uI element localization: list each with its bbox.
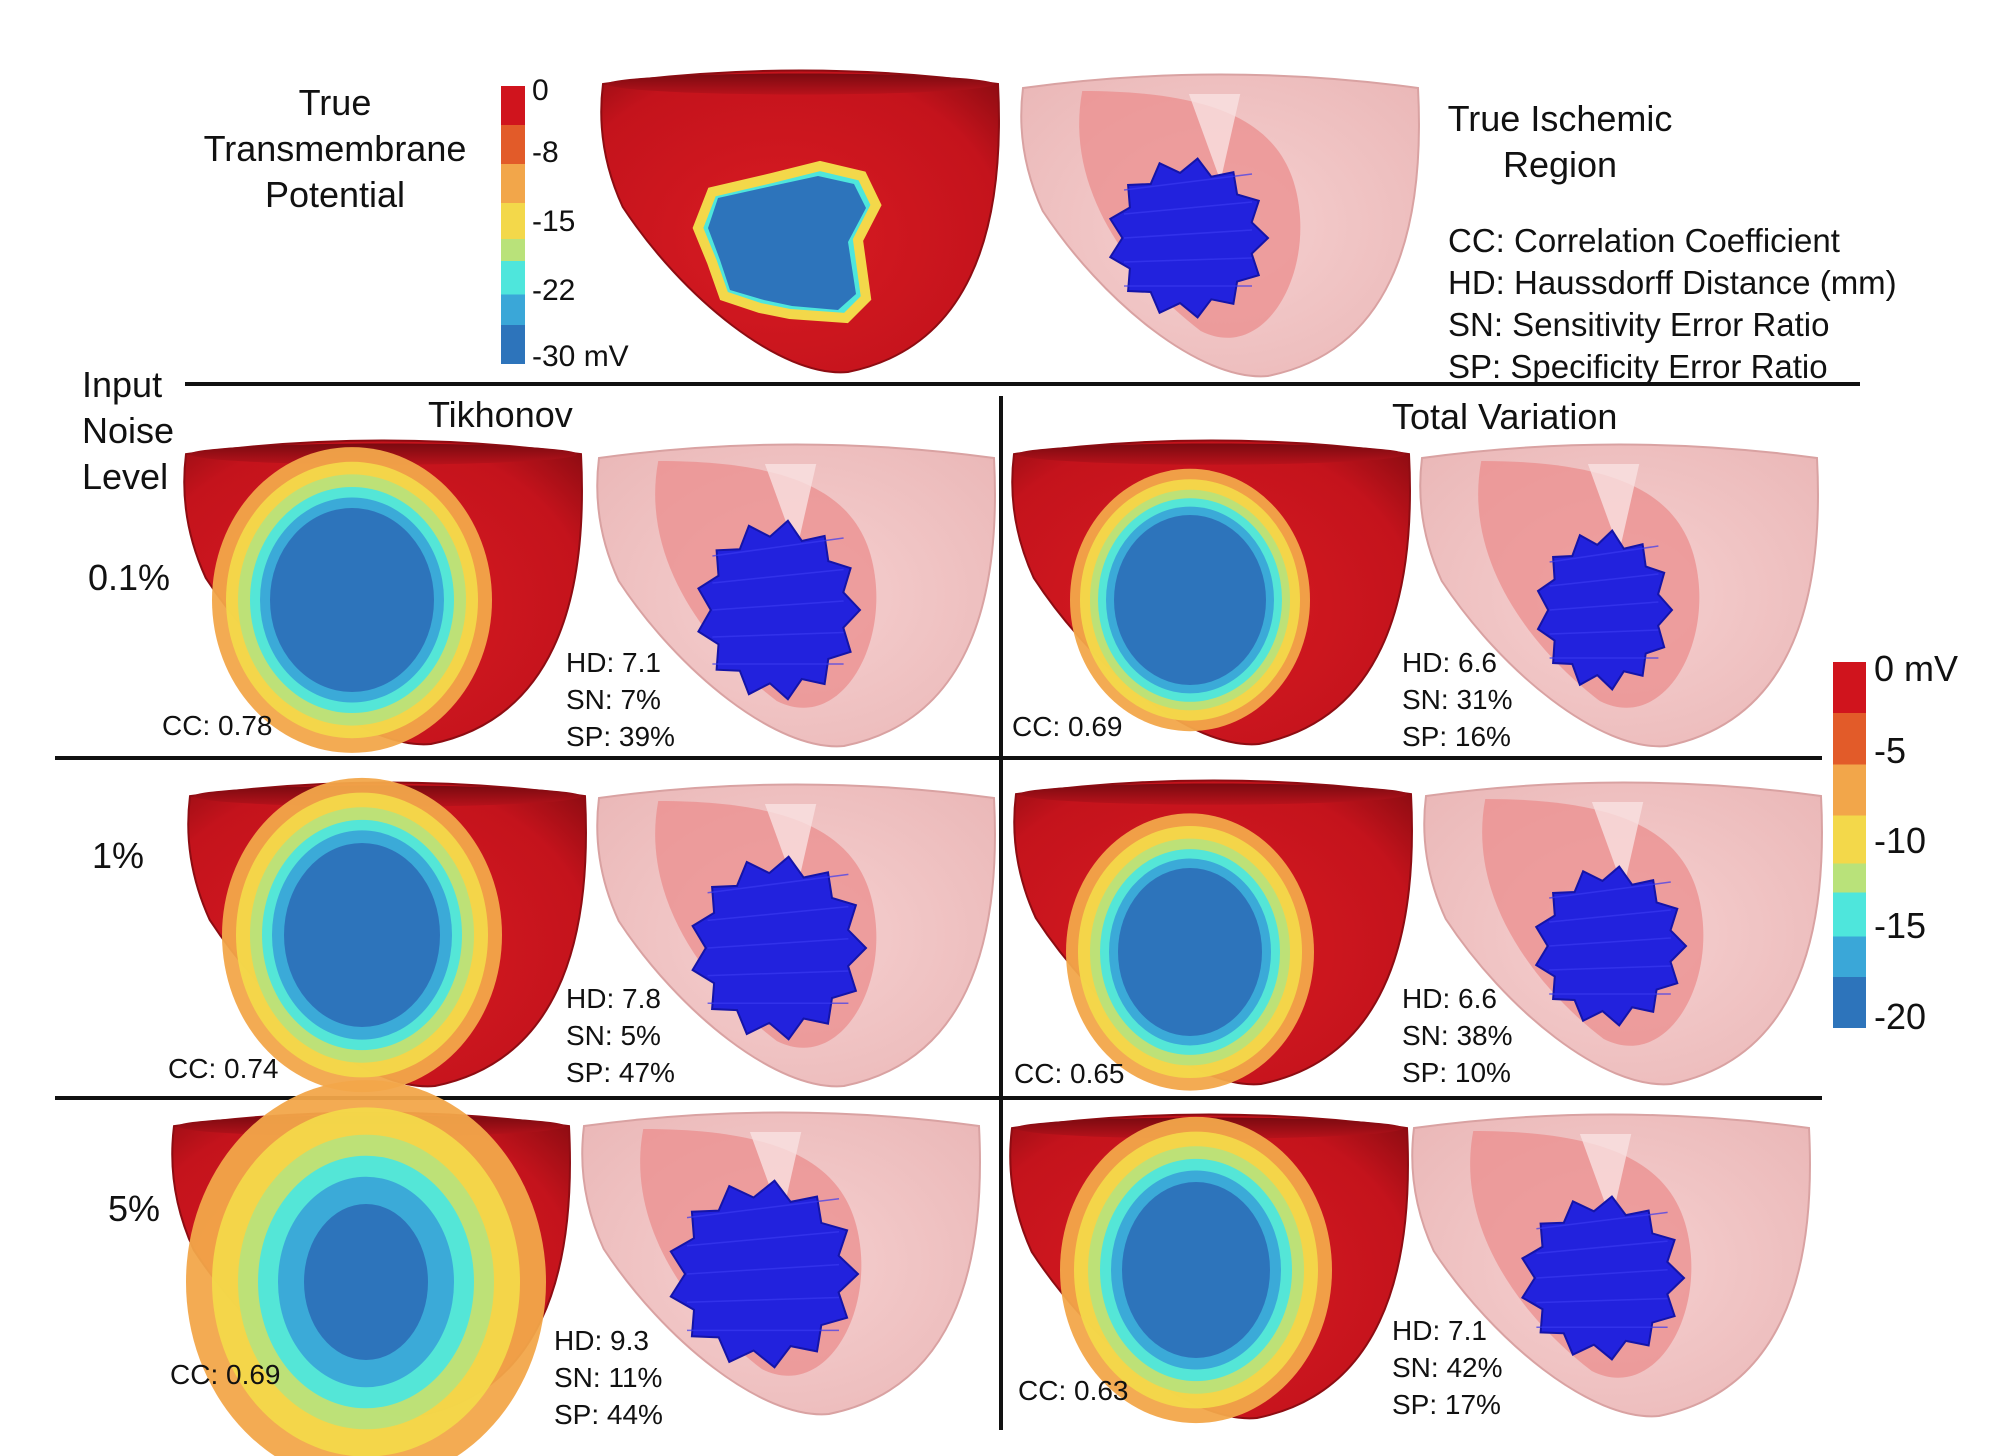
hd-value: HD: 7.1: [566, 647, 661, 678]
true-tmp-title-line: True: [298, 82, 372, 123]
true-tmp-title-line: Transmembrane: [203, 128, 467, 169]
tik-heart-5: [171, 1080, 571, 1456]
row-header-line: Level: [82, 456, 169, 497]
sn-value: SN: 31%: [1402, 684, 1513, 715]
tik-heart-0.1: [183, 439, 583, 753]
sp-value: SP: 17%: [1392, 1389, 1501, 1420]
tv-shell-0.1: [1419, 443, 1819, 748]
top-colorbar-tick: -30 mV: [532, 340, 629, 373]
row-header-line: Input: [82, 364, 163, 405]
noise-level: 0.1%: [88, 557, 171, 598]
sn-value: SN: 11%: [554, 1362, 663, 1393]
tv-shell-1: [1423, 781, 1823, 1086]
true-tmp-title-line: Potential: [264, 174, 406, 215]
metric-legend: CC: Correlation Coefficient HD: Haussdor…: [1448, 220, 1897, 388]
right-colorbar-tick: -20: [1874, 996, 1927, 1037]
sp-value: SP: 39%: [566, 721, 675, 752]
cc-value: CC: 0.63: [1018, 1375, 1129, 1406]
column-header-tikhonov: Tikhonov: [428, 394, 573, 435]
right-colorbar-tick: -10: [1874, 820, 1927, 861]
true-region-title: True Ischemic Region: [1420, 96, 1700, 188]
cc-value: CC: 0.78: [162, 710, 273, 741]
sp-value: SP: 10%: [1402, 1057, 1511, 1088]
tv-heart-5: [1009, 1113, 1409, 1424]
right-colorbar: [1833, 662, 1866, 1028]
cc-value: CC: 0.65: [1014, 1058, 1125, 1089]
column-header-tv: Total Variation: [1392, 396, 1618, 437]
tik-shell-5: [581, 1111, 981, 1416]
tik-heart-1: [187, 777, 587, 1093]
top-colorbar-tick: -8: [532, 136, 559, 169]
tik-shell-1: [596, 783, 996, 1088]
sn-value: SN: 42%: [1392, 1352, 1503, 1383]
row-header: Input Noise Level: [82, 362, 174, 500]
top-colorbar-tick: -15: [532, 205, 576, 238]
legend-entry: SP: Specificity Error Ratio: [1448, 348, 1828, 385]
top-colorbar-tick: -22: [532, 274, 576, 307]
hd-value: HD: 7.8: [566, 983, 661, 1014]
tik-shell-0.1: [596, 443, 996, 748]
tv-shell-5: [1411, 1113, 1811, 1418]
hd-value: HD: 6.6: [1402, 983, 1497, 1014]
top-colorbar: [501, 86, 525, 364]
true-region-title-line: Region: [1502, 144, 1618, 185]
hd-value: HD: 7.1: [1392, 1315, 1487, 1346]
true-tmp-scar-core: [708, 176, 866, 310]
top-colorbar-tick: 0: [532, 74, 549, 107]
metrics-block: HD: 7.1 SN: 42% SP: 17%: [1392, 1312, 1503, 1423]
sn-value: SN: 5%: [566, 1020, 661, 1051]
tv-heart-1: [1013, 779, 1413, 1091]
legend-entry: CC: Correlation Coefficient: [1448, 222, 1840, 259]
metrics-block: HD: 9.3 SN: 11% SP: 44%: [554, 1322, 663, 1433]
cc-value: CC: 0.69: [170, 1359, 281, 1390]
cc-value: CC: 0.74: [168, 1053, 279, 1084]
legend-entry: HD: Haussdorff Distance (mm): [1448, 264, 1897, 301]
tv-heart-0.1: [1011, 439, 1411, 746]
metrics-block: HD: 7.8 SN: 5% SP: 47%: [566, 980, 675, 1091]
sp-value: SP: 44%: [554, 1399, 663, 1430]
cc-value: CC: 0.69: [1012, 711, 1123, 742]
sn-value: SN: 7%: [566, 684, 661, 715]
metrics-block: HD: 6.6 SN: 31% SP: 16%: [1402, 644, 1513, 755]
hd-value: HD: 9.3: [554, 1325, 649, 1356]
sn-value: SN: 38%: [1402, 1020, 1513, 1051]
right-colorbar-tick: 0 mV: [1874, 648, 1959, 689]
sp-value: SP: 47%: [566, 1057, 675, 1088]
right-colorbar-tick: -15: [1874, 905, 1927, 946]
noise-level: 5%: [108, 1188, 161, 1229]
hd-value: HD: 6.6: [1402, 647, 1497, 678]
right-colorbar-tick: -5: [1874, 730, 1907, 771]
true-region-title-line: True Ischemic: [1447, 98, 1673, 139]
metrics-block: HD: 6.6 SN: 38% SP: 10%: [1402, 980, 1513, 1091]
legend-entry: SN: Sensitivity Error Ratio: [1448, 306, 1830, 343]
true-ischemic-shell: [1020, 73, 1420, 378]
true-tmp-title: True Transmembrane Potential: [180, 80, 490, 218]
noise-level: 1%: [92, 835, 145, 876]
row-header-line: Noise: [82, 410, 175, 451]
sp-value: SP: 16%: [1402, 721, 1511, 752]
metrics-block: HD: 7.1 SN: 7% SP: 39%: [566, 644, 675, 755]
